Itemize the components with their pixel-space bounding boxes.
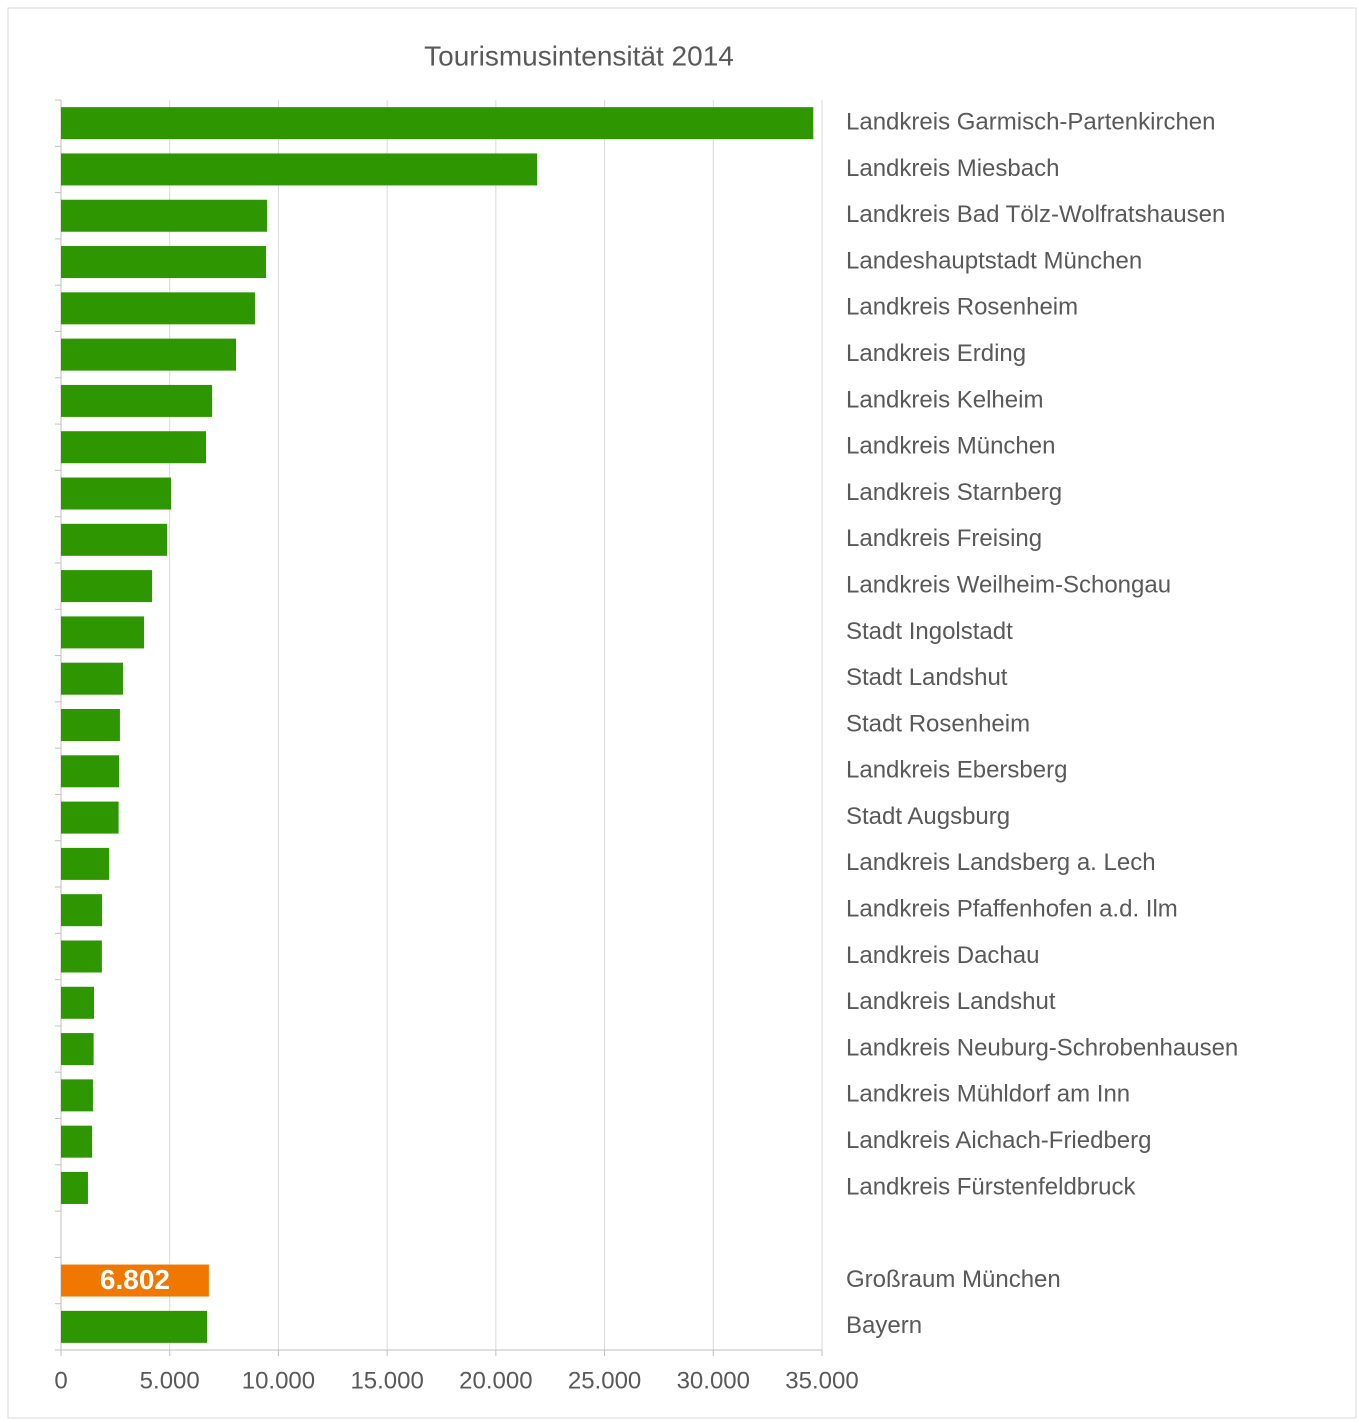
bar [61, 199, 268, 232]
bar [61, 1310, 208, 1343]
y-tick-label: Landkreis Neuburg-Schrobenhausen [846, 1034, 1238, 1061]
y-tick-label: Landkreis Fürstenfeldbruck [846, 1173, 1136, 1200]
bar [61, 431, 207, 464]
y-tick-label: Stadt Landshut [846, 664, 1008, 691]
bar [61, 107, 814, 140]
bar [61, 709, 120, 741]
y-tick-label: Landkreis Pfaffenhofen a.d. Ilm [846, 896, 1178, 923]
bar [61, 986, 95, 1019]
value-label: 6.802 [100, 1264, 170, 1295]
y-tick-label: Landkreis Erding [846, 340, 1026, 367]
y-tick-label: Großraum München [846, 1266, 1061, 1293]
bar [61, 292, 255, 325]
x-tick-label: 35.000 [785, 1367, 858, 1394]
bar [61, 662, 123, 695]
bar [61, 940, 102, 973]
y-tick-label: Landkreis München [846, 433, 1055, 460]
y-tick-label: Landkreis Aichach-Friedberg [846, 1127, 1152, 1154]
y-tick-label: Landkreis Rosenheim [846, 294, 1078, 321]
y-tick-label: Stadt Augsburg [846, 803, 1010, 830]
y-tick-label: Bayern [846, 1312, 922, 1339]
y-tick-label: Landeshauptstadt München [846, 247, 1142, 274]
y-tick-label: Landkreis Ebersberg [846, 757, 1067, 784]
bar [61, 153, 538, 186]
y-tick-label: Landkreis Kelheim [846, 386, 1043, 413]
y-tick-label: Stadt Ingolstadt [846, 618, 1013, 645]
bar [61, 338, 237, 371]
x-tick-label: 15.000 [350, 1367, 423, 1394]
y-tick-label: Landkreis Landshut [846, 988, 1056, 1015]
bar [61, 1033, 94, 1066]
bar [61, 246, 267, 279]
y-tick-label: Stadt Rosenheim [846, 710, 1030, 737]
bar [61, 384, 213, 417]
bar [61, 894, 103, 927]
y-tick-label: Landkreis Bad Tölz-Wolfratshausen [846, 201, 1225, 228]
bar [61, 570, 153, 603]
x-tick-label: 10.000 [242, 1367, 315, 1394]
x-tick-label: 20.000 [459, 1367, 532, 1394]
bar [61, 801, 119, 834]
bar [61, 616, 145, 649]
y-tick-label: Landkreis Mühldorf am Inn [846, 1081, 1130, 1108]
y-tick-label: Landkreis Miesbach [846, 155, 1059, 182]
bar [61, 523, 168, 556]
y-tick-label: Landkreis Freising [846, 525, 1042, 552]
chart-frame [7, 7, 1357, 1419]
y-tick-label: Landkreis Starnberg [846, 479, 1062, 506]
bar [61, 1264, 209, 1297]
x-tick-label: 30.000 [677, 1367, 750, 1394]
x-tick-label: 5.000 [140, 1367, 200, 1394]
x-tick-label: 0 [54, 1367, 67, 1394]
chart-title: Tourismusintensität 2014 [424, 40, 734, 71]
bar [61, 477, 172, 510]
y-tick-label: Landkreis Landsberg a. Lech [846, 849, 1156, 876]
bar [61, 847, 110, 880]
bar [61, 1171, 88, 1204]
y-tick-label: Landkreis Weilheim-Schongau [846, 571, 1171, 598]
y-tick-label: Landkreis Garmisch-Partenkirchen [846, 108, 1215, 135]
y-tick-label: Landkreis Dachau [846, 942, 1039, 969]
bar [61, 1125, 93, 1158]
x-tick-label: 25.000 [568, 1367, 641, 1394]
bar [61, 755, 120, 788]
bar [61, 1079, 93, 1112]
